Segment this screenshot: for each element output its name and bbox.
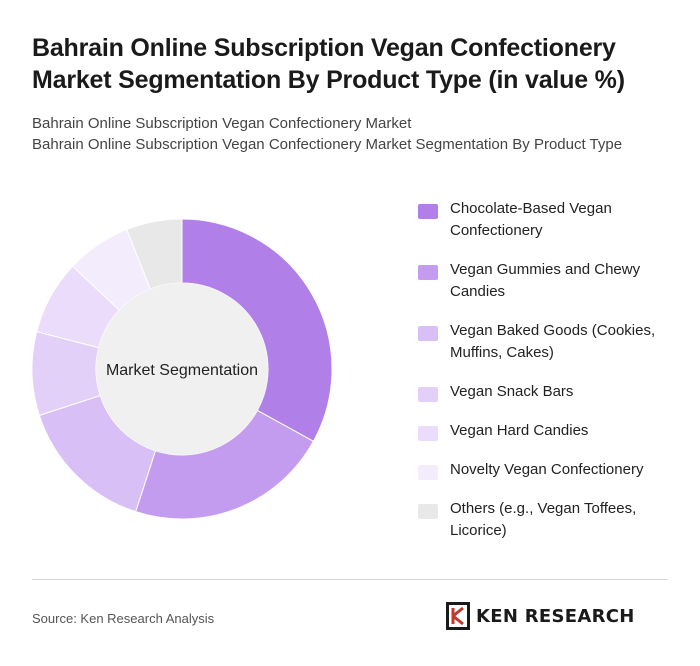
legend-swatch — [418, 204, 438, 219]
legend-label: Vegan Snack Bars — [450, 383, 574, 400]
chart-title-line-2: Market Segmentation By Product Type (in … — [32, 66, 625, 94]
legend-label: Chocolate-Based Vegan Confectionery — [450, 200, 612, 239]
legend-swatch — [418, 265, 438, 280]
donut-center-label: Market Segmentation — [106, 362, 258, 379]
legend-swatch — [418, 387, 438, 402]
legend-swatch — [418, 426, 438, 441]
chart-subtitle-line-2: Bahrain Online Subscription Vegan Confec… — [32, 136, 623, 153]
ken-research-logo-icon — [446, 602, 470, 630]
legend-label: Vegan Baked Goods (Cookies, Muffins, Cak… — [450, 322, 656, 361]
legend-label: Novelty Vegan Confectionery — [450, 461, 644, 478]
ken-research-logo: KEN RESEARCH — [446, 602, 635, 630]
legend-item-1: Chocolate-Based Vegan Confectionery — [418, 198, 688, 242]
legend-label: Vegan Hard Candies — [450, 422, 589, 439]
chart-legend: Chocolate-Based Vegan Confectionery Vegan… — [418, 198, 688, 559]
chart-subtitle-line-1: Bahrain Online Subscription Vegan Confec… — [32, 115, 412, 132]
legend-item-7: Others (e.g., Vegan Toffees, Licorice) — [418, 498, 688, 542]
legend-swatch — [418, 326, 438, 341]
legend-label: Others (e.g., Vegan Toffees, Licorice) — [450, 500, 637, 539]
legend-item-6: Novelty Vegan Confectionery — [418, 459, 688, 481]
legend-item-4: Vegan Snack Bars — [418, 381, 688, 403]
legend-swatch — [418, 504, 438, 519]
legend-item-5: Vegan Hard Candies — [418, 420, 688, 442]
donut-center — [96, 283, 268, 455]
legend-item-3: Vegan Baked Goods (Cookies, Muffins, Cak… — [418, 320, 688, 364]
chart-subtitle: Bahrain Online Subscription Vegan Confec… — [32, 113, 682, 155]
ken-research-logo-text: KEN RESEARCH — [476, 605, 635, 627]
legend-item-2: Vegan Gummies and Chewy Candies — [418, 259, 688, 303]
legend-label: Vegan Gummies and Chewy Candies — [450, 261, 641, 300]
footer-divider — [32, 579, 668, 580]
chart-title-line-1: Bahrain Online Subscription Vegan Confec… — [32, 34, 616, 62]
chart-title: Bahrain Online Subscription Vegan Confec… — [32, 32, 672, 96]
donut-chart: Market Segmentation — [31, 218, 333, 520]
legend-swatch — [418, 465, 438, 480]
source-note: Source: Ken Research Analysis — [32, 611, 215, 626]
